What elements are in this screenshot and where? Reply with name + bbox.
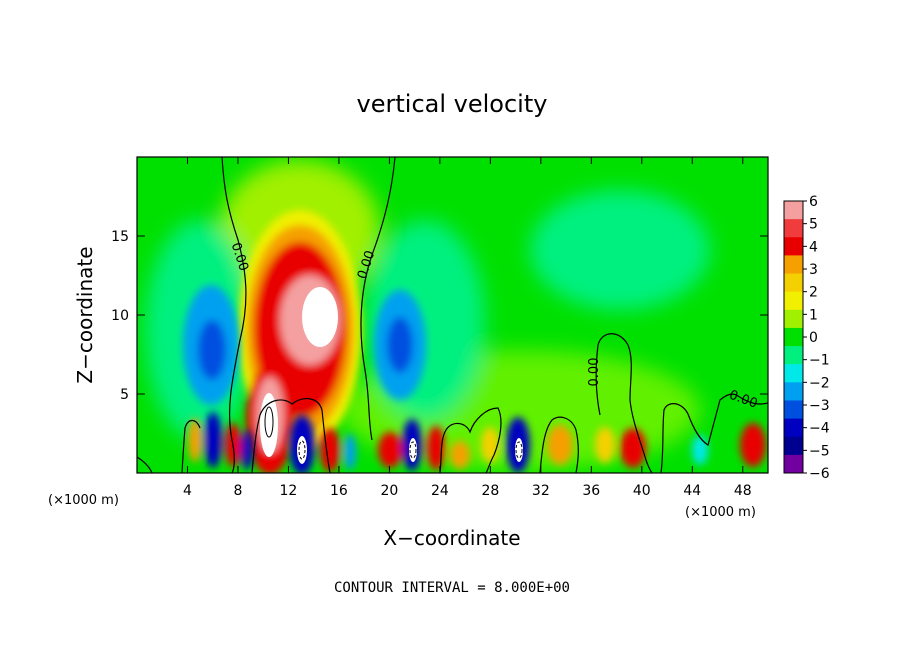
- zero-contours: [137, 157, 768, 473]
- cell-core: [297, 436, 307, 464]
- x-tick-label: 32: [532, 483, 550, 499]
- cell-downdraft: [344, 434, 356, 470]
- colorbar-label: 3: [809, 262, 818, 278]
- downdraft-left-core: [198, 320, 226, 380]
- chart-title: vertical velocity: [357, 90, 548, 118]
- colorbar-swatch: [784, 309, 803, 329]
- colorbar-label: −3: [809, 398, 830, 414]
- cell-downdraft: [241, 430, 253, 470]
- x-tick-label: 16: [330, 483, 348, 499]
- x-axis-title: X−coordinate: [383, 526, 520, 550]
- colorbar-swatch: [784, 400, 803, 420]
- colorbar-label: −4: [809, 421, 830, 437]
- cell-core-contour: [298, 440, 306, 460]
- cell-updraft: [450, 441, 470, 469]
- colorbar-label: 5: [809, 217, 818, 233]
- colorbar-swatch: [784, 364, 803, 383]
- x-tick-label: 40: [633, 483, 651, 499]
- x-unit-left: (×1000 m): [48, 493, 119, 508]
- cell-updraft: [547, 425, 573, 465]
- colorbar-swatch: [784, 327, 803, 347]
- cell-updraft: [378, 432, 402, 468]
- plot-area: 0.00 0.00 0.00 0.00: [137, 157, 768, 473]
- x-tick-label: 24: [431, 483, 449, 499]
- colorbar-label: 0: [809, 330, 818, 346]
- y-tick-label: 10: [111, 308, 129, 324]
- x-axis: 4 8 12 16 20 24 28 32 36 40 44 48: [183, 157, 752, 499]
- x-unit-right: (×1000 m): [685, 505, 756, 520]
- contour-label: 0.00: [587, 358, 602, 387]
- x-tick-label: 8: [233, 483, 242, 499]
- colorbar-swatch: [784, 273, 803, 293]
- cell-updraft: [740, 423, 766, 467]
- cell-core-contour: [264, 406, 274, 438]
- x-tick-label: 28: [481, 483, 499, 499]
- cell-updraft: [427, 426, 445, 470]
- updraft-core: [302, 287, 338, 347]
- colorbar-swatch: [784, 346, 803, 365]
- x-tick-label: 4: [183, 483, 192, 499]
- colorbar-label: −6: [809, 466, 830, 482]
- colorbar-swatch: [784, 291, 803, 311]
- weak-downdraft-region: [530, 190, 710, 310]
- colorbar-label: 1: [809, 307, 818, 323]
- colorbar-swatch: [784, 255, 803, 275]
- cell-updraft: [595, 427, 615, 463]
- x-tick-label: 20: [380, 483, 398, 499]
- x-tick-label: 48: [734, 483, 752, 499]
- colorbar-swatch: [784, 237, 803, 256]
- cell-downdraft: [692, 435, 708, 465]
- colorbar-swatch: [784, 219, 803, 238]
- y-axis: 5 10 15: [111, 229, 768, 403]
- cell-core-contour: [409, 441, 417, 459]
- contour-interval: CONTOUR INTERVAL = 8.000E+00: [334, 580, 570, 596]
- x-tick-label: 36: [582, 483, 600, 499]
- y-tick-label: 15: [111, 229, 129, 245]
- updraft-lower-core: [260, 393, 278, 457]
- y-tick-label: 5: [120, 387, 129, 403]
- downdraft-right-core: [387, 317, 413, 373]
- colorbar-label: −5: [809, 443, 830, 459]
- cell-core-contour: [515, 441, 523, 459]
- colorbar-label: 2: [809, 285, 818, 301]
- colorbar-swatch: [784, 454, 803, 474]
- colorbar-swatch: [784, 418, 803, 438]
- colorbar-label: −1: [809, 353, 830, 369]
- colorbar-label: 6: [809, 194, 818, 210]
- colorbar-label: −2: [809, 375, 830, 391]
- y-axis-title: Z−coordinate: [73, 246, 97, 383]
- cell-updraft: [188, 418, 202, 462]
- colorbar: 6 5 4 3 2 1 0 −1 −2 −3 −4 −5 −6: [783, 194, 830, 482]
- colorbar-swatch: [784, 201, 803, 220]
- colorbar-swatch: [784, 436, 803, 456]
- colorbar-label: 4: [809, 239, 818, 255]
- cell-downdraft: [204, 412, 222, 468]
- colorbar-swatch: [784, 382, 803, 401]
- cell-updraft: [481, 427, 499, 463]
- cell-updraft: [320, 428, 340, 472]
- x-tick-label: 12: [280, 483, 298, 499]
- x-tick-label: 44: [683, 483, 701, 499]
